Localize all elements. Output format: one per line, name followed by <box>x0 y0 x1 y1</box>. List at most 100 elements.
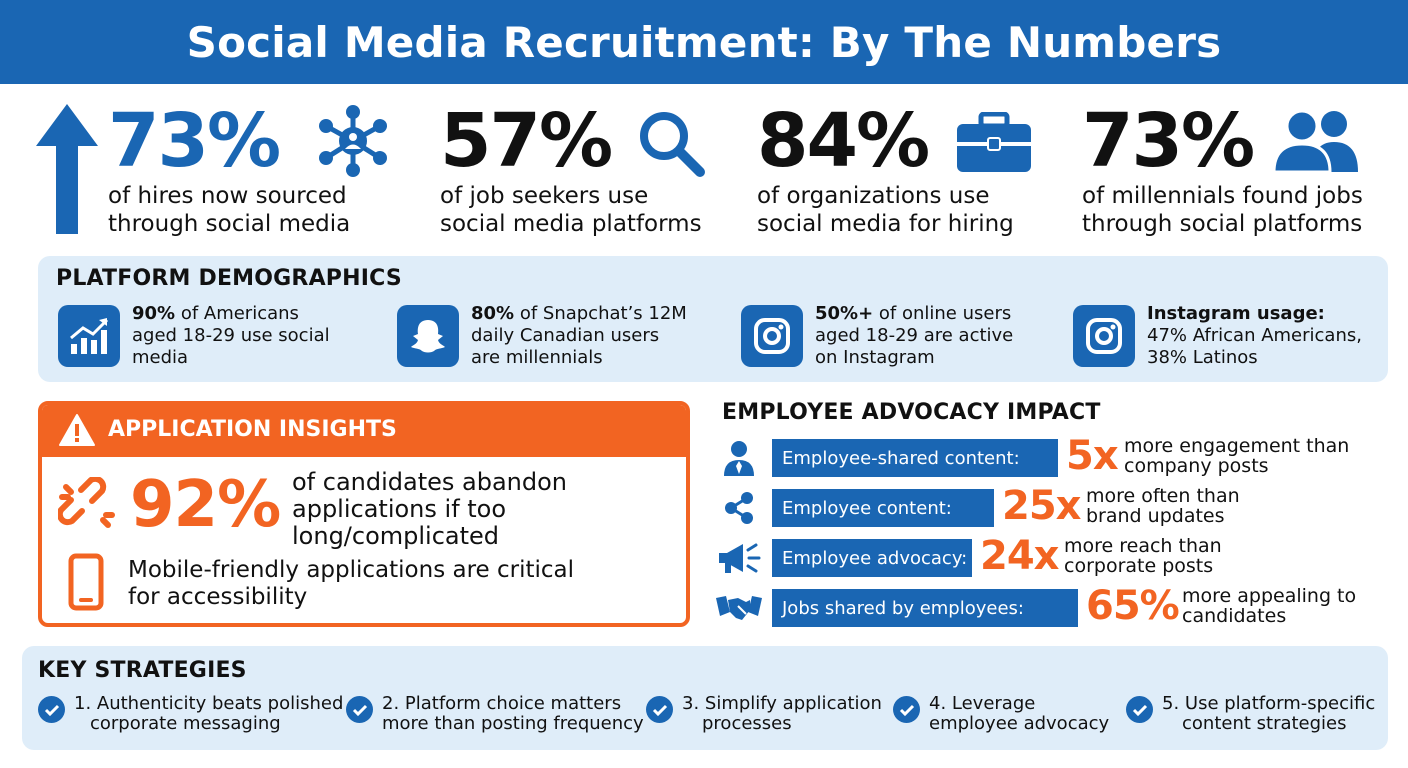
strategy-line2: processes <box>702 713 792 734</box>
employee-icon <box>716 438 762 478</box>
check-icon <box>646 696 673 723</box>
strategy-item: 3. Simplify application processes <box>646 694 886 740</box>
demo-item-snapchat: 80% of Snapchat’s 12M daily Canadian use… <box>397 303 717 373</box>
growth-chart-icon <box>58 305 120 367</box>
stat-desc-line1: of millennials found jobs <box>1082 183 1363 209</box>
advocacy-row-reach: Employee advocacy: 24x more reach than c… <box>716 533 1396 580</box>
strategy-line1: 1. Authenticity beats polished <box>74 693 344 714</box>
application-insights-box: APPLICATION INSIGHTS 92% of candidates a… <box>38 401 690 627</box>
demo-item-americans: 90% of Americans aged 18-29 use social m… <box>58 303 378 373</box>
demo-line2: 47% African Americans, <box>1147 325 1362 346</box>
strategy-line1: 5. Use platform-specific <box>1162 693 1376 714</box>
network-icon <box>319 105 387 177</box>
share-icon <box>716 488 762 528</box>
briefcase-icon <box>957 112 1031 172</box>
demo-line1: of online users <box>873 303 1012 324</box>
advocacy-row-engagement: Employee-shared content: 5x more engagem… <box>716 433 1396 480</box>
advocacy-label: Jobs shared by employees: <box>772 589 1078 627</box>
advocacy-desc-line2: company posts <box>1124 455 1269 477</box>
strategy-line2: employee advocacy <box>929 713 1110 734</box>
advocacy-desc-line1: more engagement than <box>1124 435 1350 457</box>
stat-organizations: 84% of organizations use social media fo… <box>757 98 1057 248</box>
demo-line1: of Snapchat’s 12M <box>514 303 687 324</box>
warning-icon <box>59 414 95 446</box>
stat-hires: 73% of hires now sourced through social … <box>36 98 416 248</box>
advocacy-label: Employee-shared content: <box>772 439 1058 477</box>
demographics-title: PLATFORM DEMOGRAPHICS <box>56 266 402 291</box>
stat-value: 57% <box>440 98 613 184</box>
instagram-icon <box>741 305 803 367</box>
abandon-line2: applications if too <box>292 495 507 523</box>
strategy-item: 4. Leverage employee advocacy <box>893 694 1123 740</box>
handshake-icon <box>716 588 762 628</box>
strategy-line1: 3. Simplify application <box>682 693 882 714</box>
mobile-line2: for accessibility <box>128 584 308 610</box>
demo-line3: 38% Latinos <box>1147 347 1258 368</box>
strategies-panel <box>22 646 1388 750</box>
advocacy-row-frequency: Employee content: 25x more often than br… <box>716 483 1396 530</box>
search-icon <box>640 112 705 177</box>
smartphone-icon <box>68 553 104 611</box>
check-icon <box>346 696 373 723</box>
stat-value: 73% <box>108 98 281 184</box>
check-icon <box>893 696 920 723</box>
stat-desc-line2: social media for hiring <box>757 211 1014 237</box>
broken-link-icon <box>58 477 115 528</box>
advocacy-desc-line1: more appealing to <box>1182 585 1357 607</box>
advocacy-desc-line2: candidates <box>1182 605 1287 627</box>
demo-line2: aged 18-29 use social <box>132 325 330 346</box>
application-insights-header: APPLICATION INSIGHTS <box>42 405 686 457</box>
demo-item-instagram-usage: Instagram usage: 47% African Americans, … <box>1073 303 1383 373</box>
strategy-item: 5. Use platform-specific content strateg… <box>1126 694 1384 740</box>
stat-desc-line2: through social platforms <box>1082 211 1363 237</box>
strategy-line2: content strategies <box>1182 713 1347 734</box>
advocacy-label: Employee advocacy: <box>772 539 972 577</box>
check-icon <box>1126 696 1153 723</box>
advocacy-value: 25x <box>1002 483 1081 529</box>
demo-bold: 80% <box>471 303 515 324</box>
advocacy-label: Employee content: <box>772 489 994 527</box>
advocacy-desc-line2: brand updates <box>1086 505 1225 527</box>
stat-desc-line1: of organizations use <box>757 183 990 209</box>
megaphone-icon <box>716 538 762 578</box>
instagram-icon <box>1073 305 1135 367</box>
strategies-title: KEY STRATEGIES <box>38 658 247 683</box>
snapchat-icon <box>397 305 459 367</box>
strategy-line2: more than posting frequency <box>382 713 644 734</box>
strategy-item: 1. Authenticity beats polished corporate… <box>38 694 343 740</box>
stat-job-seekers: 57% of job seekers use social media plat… <box>440 98 740 248</box>
strategy-item: 2. Platform choice matters more than pos… <box>346 694 646 740</box>
stat-value: 73% <box>1082 98 1255 184</box>
demographics-panel <box>38 256 1388 382</box>
page-title: Social Media Recruitment: By The Numbers <box>186 17 1222 67</box>
demo-bold: 90% <box>132 303 176 324</box>
advocacy-desc-line2: corporate posts <box>1064 555 1214 577</box>
demo-line2: daily Canadian users <box>471 325 660 346</box>
demo-line2: aged 18-29 are active <box>815 325 1014 346</box>
advocacy-value: 24x <box>980 533 1059 579</box>
application-insights-title: APPLICATION INSIGHTS <box>108 417 397 442</box>
stat-desc-line2: through social media <box>108 211 351 237</box>
header-banner: Social Media Recruitment: By The Numbers <box>0 0 1408 84</box>
abandon-line1: of candidates abandon <box>292 468 568 496</box>
demo-item-instagram-active: 50%+ of online users aged 18-29 are acti… <box>741 303 1061 373</box>
abandon-line3: long/complicated <box>292 522 500 550</box>
stat-value: 84% <box>757 98 930 184</box>
advocacy-desc-line1: more often than <box>1086 485 1240 507</box>
demo-line3: on Instagram <box>815 347 935 368</box>
check-icon <box>38 696 65 723</box>
abandon-value: 92% <box>130 468 281 542</box>
demo-line3: media <box>132 347 189 368</box>
demo-line1: of Americans <box>175 303 299 324</box>
up-arrow-icon <box>36 104 98 234</box>
advocacy-value: 65% <box>1086 583 1180 629</box>
advocacy-row-appeal: Jobs shared by employees: 65% more appea… <box>716 583 1396 630</box>
strategy-line1: 4. Leverage <box>929 693 1036 714</box>
stat-desc-line1: of job seekers use <box>440 183 649 209</box>
stat-millennials: 73% of millennials found jobs through so… <box>1082 98 1392 248</box>
strategy-line1: 2. Platform choice matters <box>382 693 622 714</box>
demo-bold: Instagram usage: <box>1147 303 1325 324</box>
demo-bold: 50%+ <box>815 303 874 324</box>
mobile-line1: Mobile-friendly applications are critica… <box>128 557 575 583</box>
people-icon <box>1272 109 1358 172</box>
